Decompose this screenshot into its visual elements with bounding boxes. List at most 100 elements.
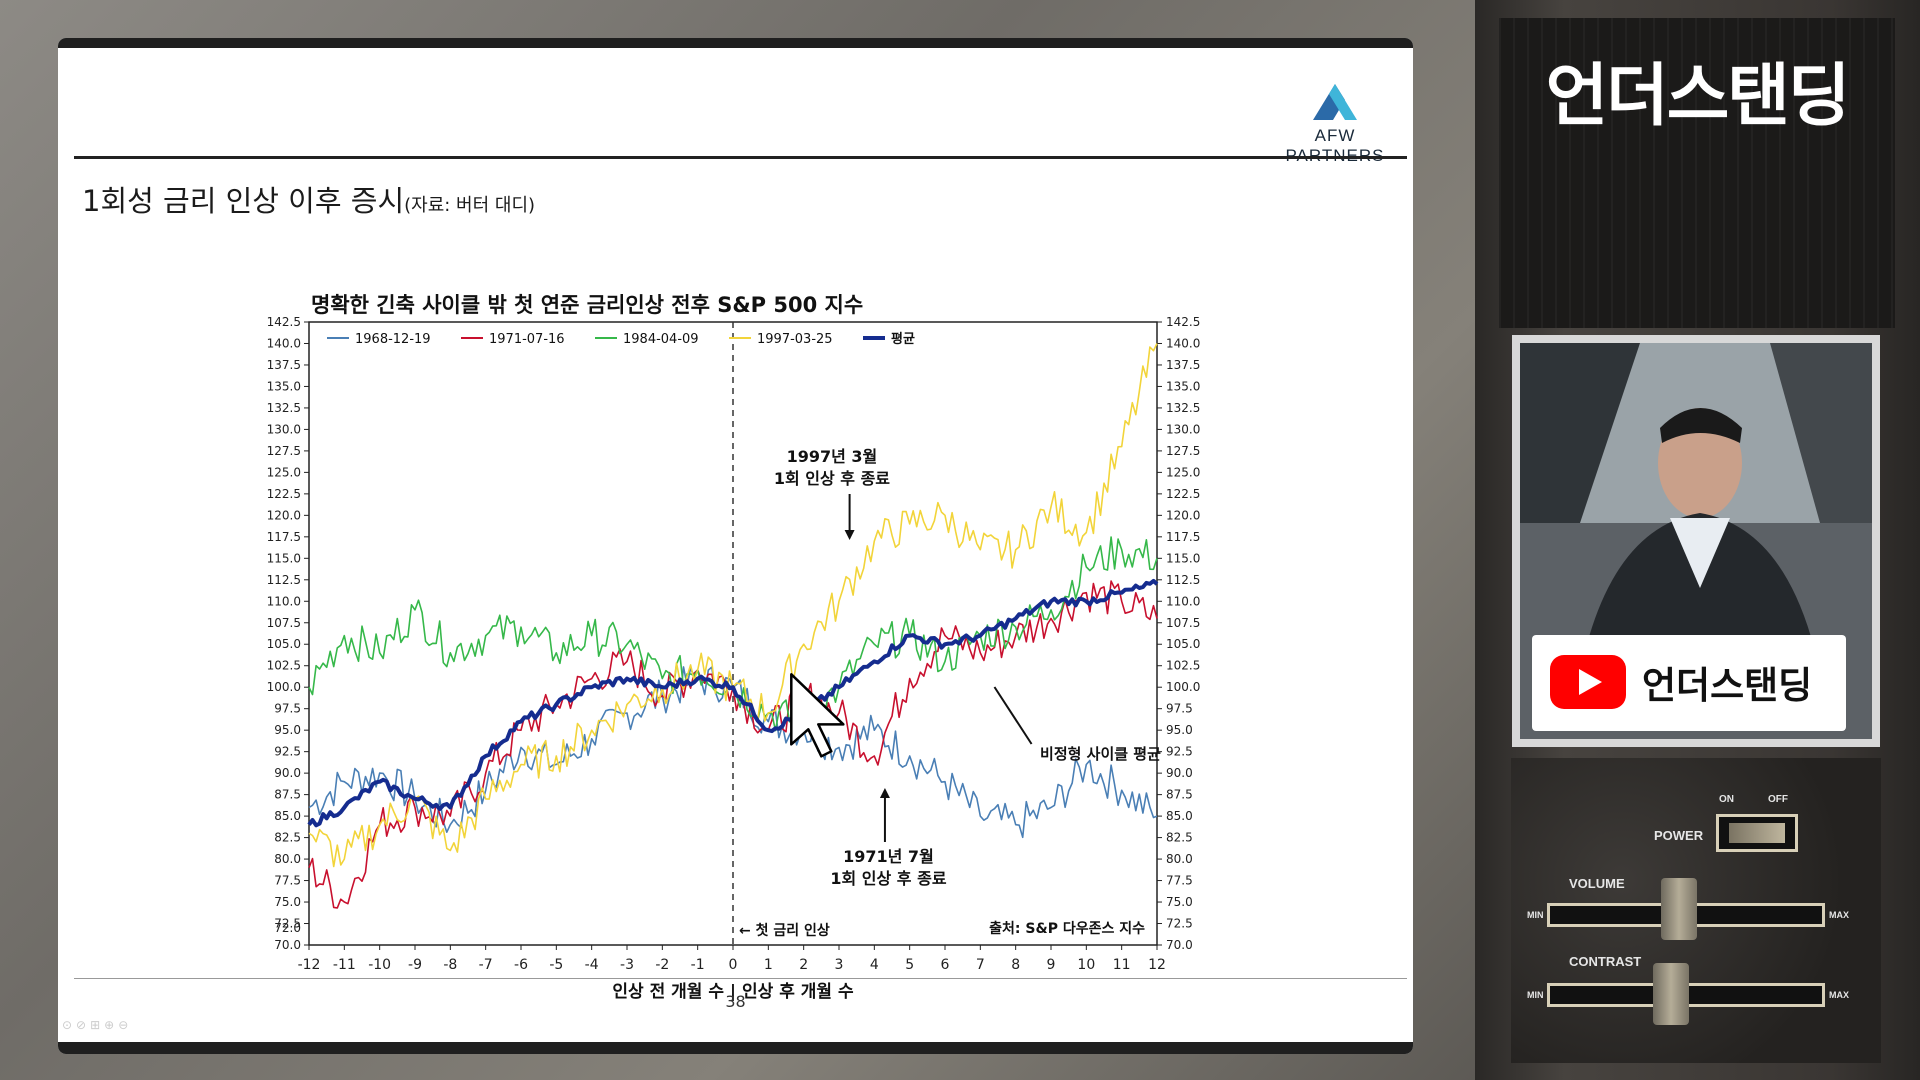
y-tick-label-left: 72.0 xyxy=(274,921,301,935)
y-tick-label-left: 115.0 xyxy=(267,551,301,565)
slide-title-text: 1회성 금리 인상 이후 증시 xyxy=(82,184,405,218)
x-tick-label: 7 xyxy=(976,957,985,973)
y-tick-label-right: 135.0 xyxy=(1166,379,1200,393)
webcam-feed: 언더스탠딩 xyxy=(1520,343,1872,739)
y-tick-label-right: 117.5 xyxy=(1166,530,1200,544)
legend-label-2: 1984-04-09 xyxy=(623,332,699,347)
y-tick-label-left: 102.5 xyxy=(267,659,301,673)
y-tick-label-left: 140.0 xyxy=(267,336,301,350)
y-tick-label-left: 105.0 xyxy=(267,637,301,651)
y-tick-label-left: 77.5 xyxy=(274,874,301,888)
contrast-slider-knob[interactable] xyxy=(1653,963,1689,1025)
x-tick-label: 8 xyxy=(1011,957,1020,973)
x-tick-label: -7 xyxy=(479,957,493,973)
y-tick-label-right: 77.5 xyxy=(1166,874,1193,888)
y-tick-label-left: 122.5 xyxy=(267,487,301,501)
contrast-label: CONTRAST xyxy=(1569,954,1642,969)
slide-bottom-bar xyxy=(58,1042,1413,1054)
mouse-pointer-icon xyxy=(790,673,845,758)
x-tick-label: 1 xyxy=(764,957,773,973)
y-tick-label-right: 112.5 xyxy=(1166,573,1200,587)
y-tick-label-right: 87.5 xyxy=(1166,788,1193,802)
channel-panel: 언더스탠딩 언더스탠딩 ON OFF xyxy=(1475,0,1920,1080)
y-tick-label-left: 117.5 xyxy=(267,530,301,544)
volume-label: VOLUME xyxy=(1569,876,1625,891)
power-label: POWER xyxy=(1654,828,1704,843)
y-tick-label-right: 70.0 xyxy=(1166,938,1193,952)
slide-top-bar xyxy=(58,38,1413,48)
x-tick-label: -10 xyxy=(368,957,391,973)
x-tick-label: -12 xyxy=(298,957,321,973)
x-tick-label: 0 xyxy=(729,957,738,973)
brand-title: 언더스탠딩 xyxy=(1545,57,1851,136)
y-tick-label-left: 125.0 xyxy=(267,465,301,479)
y-tick-label-left: 92.5 xyxy=(274,745,301,759)
y-tick-label-left: 85.0 xyxy=(274,809,301,823)
power-switch-lever[interactable] xyxy=(1729,823,1785,843)
x-tick-label: 6 xyxy=(941,957,950,973)
y-tick-label-right: 102.5 xyxy=(1166,659,1200,673)
y-tick-label-right: 140.0 xyxy=(1166,336,1200,350)
annotation-1997-arrowhead xyxy=(844,530,855,540)
legend-label-4: 평균 xyxy=(891,331,915,347)
sp500-line-chart: 명확한 긴축 사이클 밖 첫 연준 금리인상 전후 S&P 500 지수 70.0… xyxy=(193,250,1238,1010)
logo-text: AFW PARTNERS xyxy=(1285,126,1383,165)
legend-label-3: 1997-03-25 xyxy=(757,332,833,347)
y-tick-label-left: 72.5 xyxy=(274,917,301,931)
y-tick-label-left: 95.0 xyxy=(274,723,301,737)
y-tick-label-left: 87.5 xyxy=(274,788,301,802)
x-tick-label: -4 xyxy=(585,957,599,973)
retro-control-panel: ON OFF POWER VOLUME MIN MAX CONTRAST MIN… xyxy=(1511,758,1881,1063)
slide-controls[interactable]: ⊙⊘⊞⊕⊖ xyxy=(62,1018,133,1032)
annotation-source: 출처: S&P 다우존스 지수 xyxy=(989,920,1145,937)
y-tick-label-left: 135.0 xyxy=(267,379,301,393)
volume-slider-knob[interactable] xyxy=(1661,878,1697,940)
y-tick-label-left: 107.5 xyxy=(267,616,301,630)
power-switch[interactable] xyxy=(1716,814,1798,852)
y-tick-label-left: 130.0 xyxy=(267,422,301,436)
y-tick-label-right: 72.5 xyxy=(1166,917,1193,931)
y-tick-label-left: 90.0 xyxy=(274,766,301,780)
monitor-frame: AFW PARTNERS 1회성 금리 인상 이후 증시(자료: 버터 대디) … xyxy=(0,0,1475,1080)
youtube-badge[interactable]: 언더스탠딩 xyxy=(1532,635,1846,731)
y-tick-label-left: 100.0 xyxy=(267,680,301,694)
x-tick-label: 5 xyxy=(905,957,914,973)
x-tick-label: -6 xyxy=(514,957,528,973)
y-tick-label-right: 105.0 xyxy=(1166,637,1200,651)
x-tick-label: 9 xyxy=(1047,957,1056,973)
y-tick-label-left: 120.0 xyxy=(267,508,301,522)
contrast-max-label: MAX xyxy=(1829,990,1849,1000)
y-tick-label-left: 70.0 xyxy=(274,938,301,952)
afw-logo: AFW PARTNERS xyxy=(1265,80,1405,166)
x-tick-label: -2 xyxy=(655,957,669,973)
contrast-min-label: MIN xyxy=(1527,990,1544,1000)
y-tick-label-left: 75.0 xyxy=(274,895,301,909)
y-tick-label-left: 80.0 xyxy=(274,852,301,866)
annotation-1971-arrowhead xyxy=(879,788,890,798)
x-tick-label: -5 xyxy=(549,957,563,973)
y-tick-label-right: 90.0 xyxy=(1166,766,1193,780)
y-tick-label-right: 82.5 xyxy=(1166,831,1193,845)
y-tick-label-right: 137.5 xyxy=(1166,358,1200,372)
x-tick-label: -3 xyxy=(620,957,634,973)
y-tick-label-right: 130.0 xyxy=(1166,422,1200,436)
legend-label-1: 1971-07-16 xyxy=(489,332,565,347)
power-on-label: ON xyxy=(1719,794,1734,805)
annotation-first-hike: ← 첫 금리 인상 xyxy=(739,922,830,939)
y-tick-label-left: 97.5 xyxy=(274,702,301,716)
y-tick-label-left: 82.5 xyxy=(274,831,301,845)
slide-bottom-rule xyxy=(74,978,1407,979)
annotation-average-arrow xyxy=(993,686,1033,745)
slide-title-source: (자료: 버터 대디) xyxy=(404,195,536,216)
y-tick-label-left: 127.5 xyxy=(267,444,301,458)
youtube-play-icon xyxy=(1550,655,1626,709)
y-tick-label-right: 122.5 xyxy=(1166,487,1200,501)
chart-background xyxy=(193,250,1238,1010)
y-tick-label-right: 97.5 xyxy=(1166,702,1193,716)
x-tick-label: -1 xyxy=(691,957,705,973)
y-tick-label-right: 85.0 xyxy=(1166,809,1193,823)
x-tick-label: 12 xyxy=(1148,957,1166,973)
annotation-average: 비정형 사이클 평균 xyxy=(1040,745,1161,763)
y-tick-label-left: 110.0 xyxy=(267,594,301,608)
y-tick-label-left: 112.5 xyxy=(267,573,301,587)
